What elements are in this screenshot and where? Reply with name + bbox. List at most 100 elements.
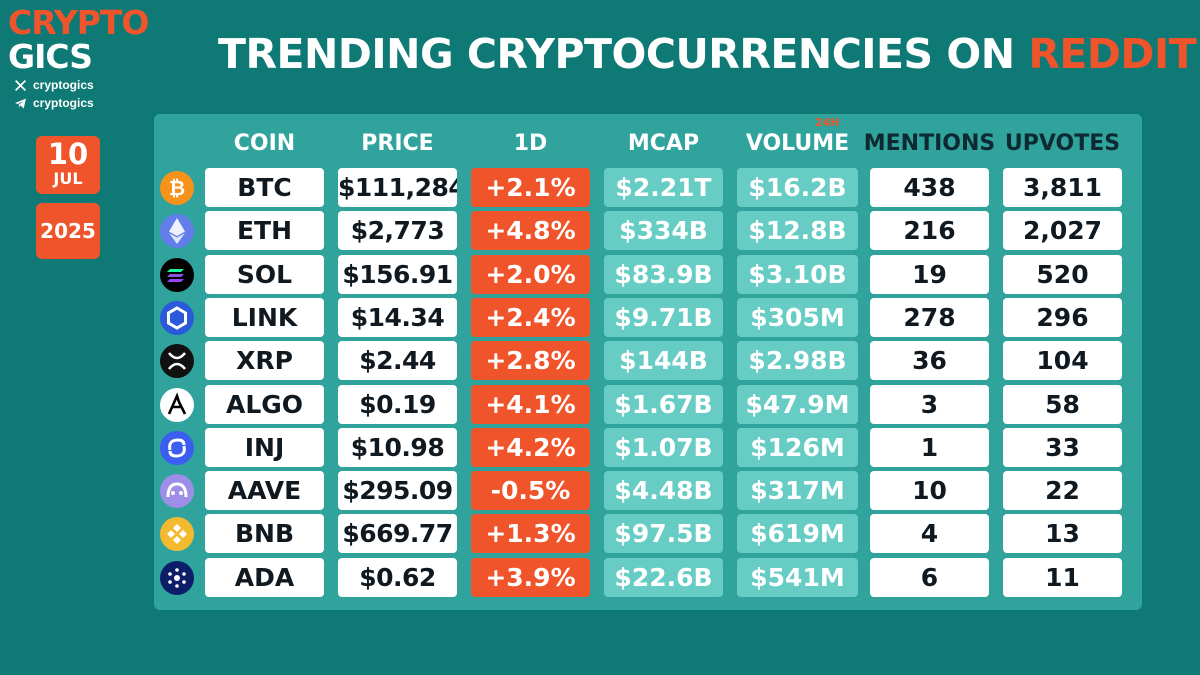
cell-coin: AAVE bbox=[205, 471, 324, 511]
cell-volume: $47.9M bbox=[737, 384, 858, 424]
cell-volume: $126M bbox=[737, 427, 858, 467]
cell-volume: $16.2B bbox=[737, 168, 858, 207]
brand-line1: CRYPTO bbox=[8, 3, 149, 42]
telegram-icon bbox=[15, 98, 26, 108]
title-main: TRENDING CRYPTOCURRENCIES ON bbox=[218, 30, 1029, 78]
cell-upvotes: 3,811 bbox=[1003, 168, 1122, 207]
cell-mcap: $4.48B bbox=[604, 471, 723, 511]
cell-volume: $2.98B bbox=[737, 341, 858, 381]
x-handle[interactable]: cryptogics bbox=[8, 78, 158, 92]
cell-1d-change: +2.1% bbox=[471, 168, 590, 207]
cell-volume: $619M bbox=[737, 514, 858, 554]
telegram-handle-text: cryptogics bbox=[33, 96, 94, 110]
cell-mcap: $334B bbox=[604, 211, 723, 251]
cell-volume: $3.10B bbox=[737, 254, 858, 294]
cell-1d-change: +4.2% bbox=[471, 427, 590, 467]
cell-1d-change: +2.0% bbox=[471, 254, 590, 294]
table-row: ₿ BTC $111,284 +2.1% $2.21T $16.2B 438 3,811 bbox=[0, 168, 1200, 207]
cell-mentions: 3 bbox=[870, 384, 989, 424]
cell-volume: $305M bbox=[737, 297, 858, 337]
header-upvotes: UPVOTES bbox=[1004, 131, 1121, 156]
cell-upvotes: 58 bbox=[1003, 384, 1122, 424]
cell-mentions: 216 bbox=[870, 211, 989, 251]
cell-coin: LINK bbox=[205, 297, 324, 337]
cell-mcap: $2.21T bbox=[604, 168, 723, 207]
table-row: ADA $0.62 +3.9% $22.6B $541M 6 11 bbox=[0, 557, 1200, 597]
cell-coin: ALGO bbox=[205, 384, 324, 424]
cell-coin: XRP bbox=[205, 341, 324, 381]
cell-price: $14.34 bbox=[338, 297, 457, 337]
cell-upvotes: 296 bbox=[1003, 297, 1122, 337]
bnb-icon bbox=[159, 516, 195, 552]
table-row: SOL $156.91 +2.0% $83.9B $3.10B 19 520 bbox=[0, 254, 1200, 294]
bitcoin-icon: ₿ bbox=[159, 170, 195, 206]
cell-1d-change: +1.3% bbox=[471, 514, 590, 554]
cell-price: $0.62 bbox=[338, 557, 457, 597]
volume-24h-badge: 24H bbox=[815, 116, 840, 129]
date-year: 2025 bbox=[36, 203, 100, 259]
table-row: ETH $2,773 +4.8% $334B $12.8B 216 2,027 bbox=[0, 211, 1200, 251]
cell-upvotes: 13 bbox=[1003, 514, 1122, 554]
header-mcap: MCAP bbox=[627, 131, 700, 156]
cell-mentions: 10 bbox=[870, 471, 989, 511]
solana-icon bbox=[159, 257, 195, 293]
cell-mcap: $1.07B bbox=[604, 427, 723, 467]
cell-mcap: $144B bbox=[604, 341, 723, 381]
algorand-icon bbox=[159, 387, 195, 423]
brand-line2: GICS bbox=[8, 37, 93, 76]
cell-volume: $12.8B bbox=[737, 211, 858, 251]
ethereum-icon bbox=[159, 213, 195, 249]
chainlink-icon bbox=[159, 300, 195, 336]
cell-mentions: 278 bbox=[870, 297, 989, 337]
cell-mentions: 19 bbox=[870, 254, 989, 294]
cell-coin: SOL bbox=[205, 254, 324, 294]
table-row: XRP $2.44 +2.8% $144B $2.98B 36 104 bbox=[0, 341, 1200, 381]
x-logo-icon bbox=[15, 79, 26, 91]
header-volume: VOLUME bbox=[745, 131, 850, 156]
date-badge: 10 JUL bbox=[36, 136, 100, 194]
cell-1d-change: +4.1% bbox=[471, 384, 590, 424]
xrp-icon bbox=[159, 343, 195, 379]
injective-icon bbox=[159, 430, 195, 466]
cell-price: $111,284 bbox=[338, 168, 457, 207]
cell-mentions: 6 bbox=[870, 557, 989, 597]
cell-coin: INJ bbox=[205, 427, 324, 467]
cell-coin: BTC bbox=[205, 168, 324, 207]
cell-mcap: $83.9B bbox=[604, 254, 723, 294]
table-row: LINK $14.34 +2.4% $9.71B $305M 278 296 bbox=[0, 297, 1200, 337]
cell-1d-change: -0.5% bbox=[471, 471, 590, 511]
cell-mentions: 1 bbox=[870, 427, 989, 467]
date-day: 10 bbox=[47, 137, 89, 171]
header-1d: 1D bbox=[513, 131, 548, 156]
cell-price: $2.44 bbox=[338, 341, 457, 381]
cell-upvotes: 520 bbox=[1003, 254, 1122, 294]
cell-volume: $317M bbox=[737, 471, 858, 511]
cell-1d-change: +2.4% bbox=[471, 297, 590, 337]
header-mentions: MENTIONS bbox=[863, 131, 996, 156]
header-coin: COIN bbox=[233, 131, 296, 156]
x-handle-text: cryptogics bbox=[33, 78, 94, 92]
cell-1d-change: +3.9% bbox=[471, 557, 590, 597]
cell-price: $156.91 bbox=[338, 254, 457, 294]
svg-text:₿: ₿ bbox=[169, 176, 185, 200]
cell-coin: BNB bbox=[205, 514, 324, 554]
cell-mcap: $1.67B bbox=[604, 384, 723, 424]
cell-mcap: $9.71B bbox=[604, 297, 723, 337]
cell-price: $0.19 bbox=[338, 384, 457, 424]
cell-mcap: $22.6B bbox=[604, 557, 723, 597]
date-month: JUL bbox=[53, 169, 83, 188]
header-price: PRICE bbox=[361, 131, 434, 156]
table-row: BNB $669.77 +1.3% $97.5B $619M 4 13 bbox=[0, 514, 1200, 554]
cell-1d-change: +4.8% bbox=[471, 211, 590, 251]
cell-upvotes: 104 bbox=[1003, 341, 1122, 381]
cell-coin: ADA bbox=[205, 557, 324, 597]
cell-price: $295.09 bbox=[338, 471, 457, 511]
cardano-icon bbox=[159, 560, 195, 596]
cell-upvotes: 33 bbox=[1003, 427, 1122, 467]
cell-price: $10.98 bbox=[338, 427, 457, 467]
cell-price: $669.77 bbox=[338, 514, 457, 554]
cell-volume: $541M bbox=[737, 557, 858, 597]
aave-icon bbox=[159, 473, 195, 509]
cell-price: $2,773 bbox=[338, 211, 457, 251]
telegram-handle[interactable]: cryptogics bbox=[8, 96, 158, 110]
